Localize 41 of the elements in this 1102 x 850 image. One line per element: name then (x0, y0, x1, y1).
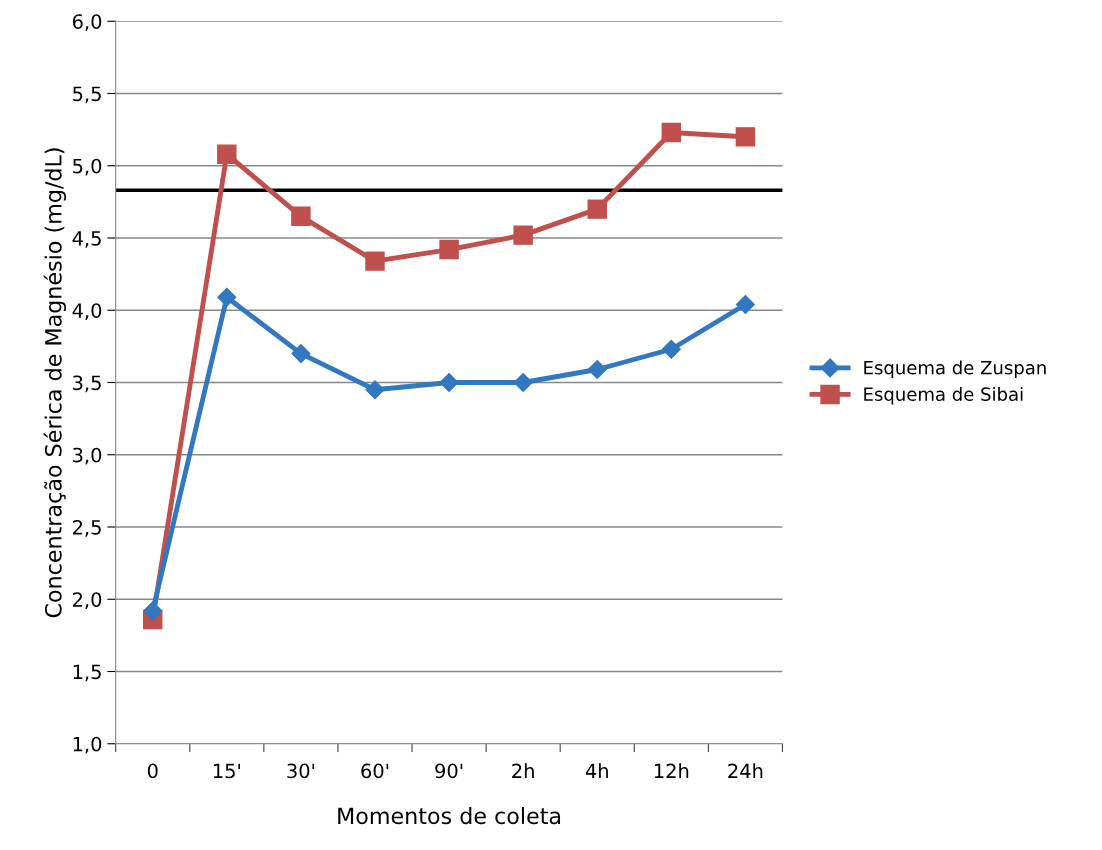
point (587, 199, 607, 219)
x-tick-label: 60' (361, 763, 389, 779)
y-tick-label: 5,5 (73, 86, 101, 104)
y-tick-label: 1,5 (73, 664, 101, 682)
point (661, 122, 682, 143)
x-tick-label: 90' (435, 763, 463, 779)
point (513, 225, 533, 245)
y-tick-label: 1,0 (73, 736, 102, 754)
y-tick-label: 4,0 (72, 303, 102, 320)
point (661, 339, 681, 359)
point (735, 294, 755, 315)
y-tick-label: 3,0 (73, 447, 102, 465)
point (365, 251, 385, 271)
x-tick-label: 12h (654, 763, 689, 778)
x-tick-label: 4h (585, 763, 608, 778)
legend-label: Esquema de Zuspan (864, 360, 1046, 378)
x-tick-label: 30' (287, 763, 315, 779)
y-tick-label: 4,5 (72, 231, 101, 248)
x-tick-label: 0 (147, 763, 158, 779)
point (439, 239, 459, 260)
point (439, 372, 459, 393)
point (291, 344, 311, 364)
point (587, 359, 607, 380)
x-axis-title: Momentos de coleta (338, 807, 561, 825)
point (291, 206, 311, 227)
y-tick-label: 2,0 (73, 592, 102, 609)
x-tick-label: 15' (213, 763, 241, 779)
point (217, 144, 237, 164)
point (513, 372, 533, 393)
point (365, 380, 385, 400)
y-tick-label: 6,0 (72, 14, 102, 31)
y-axis-title: Concentração Sérica de Magnésio (mg/dL) (43, 148, 67, 618)
y-tick-label: 3,5 (73, 375, 101, 393)
legend-label: Esquema de Sibai (864, 387, 1023, 405)
x-tick-label: 24h (728, 763, 763, 778)
point (735, 127, 756, 147)
y-tick-label: 2,5 (73, 519, 101, 537)
x-tick-label: 2h (512, 763, 534, 778)
point (217, 287, 237, 307)
y-tick-label: 5,0 (73, 158, 102, 176)
point (143, 601, 163, 621)
